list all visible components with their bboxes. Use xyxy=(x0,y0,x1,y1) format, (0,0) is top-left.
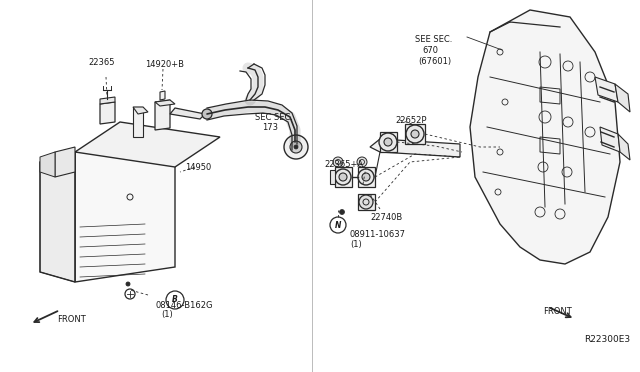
Polygon shape xyxy=(170,108,205,119)
Polygon shape xyxy=(370,139,460,157)
Circle shape xyxy=(357,157,367,167)
Polygon shape xyxy=(330,170,335,184)
Circle shape xyxy=(379,133,397,151)
Polygon shape xyxy=(335,167,352,187)
Polygon shape xyxy=(75,137,175,282)
Polygon shape xyxy=(380,132,397,152)
Text: 08911-10637: 08911-10637 xyxy=(350,230,406,238)
Circle shape xyxy=(411,130,419,138)
Circle shape xyxy=(333,157,343,167)
Text: 22365: 22365 xyxy=(88,58,115,67)
Circle shape xyxy=(358,169,374,185)
Text: 173: 173 xyxy=(262,122,278,131)
Text: R22300E3: R22300E3 xyxy=(584,335,630,344)
Polygon shape xyxy=(615,84,630,112)
Text: SEC SEC.: SEC SEC. xyxy=(255,112,293,122)
Circle shape xyxy=(294,145,298,149)
Polygon shape xyxy=(75,122,220,167)
Circle shape xyxy=(406,125,424,143)
Polygon shape xyxy=(358,194,375,210)
Polygon shape xyxy=(40,152,75,282)
Polygon shape xyxy=(155,100,175,106)
Circle shape xyxy=(362,173,370,181)
Circle shape xyxy=(330,217,346,233)
Polygon shape xyxy=(595,77,618,102)
Polygon shape xyxy=(133,107,143,137)
Polygon shape xyxy=(100,97,115,104)
Polygon shape xyxy=(40,152,55,177)
Circle shape xyxy=(290,141,302,153)
Circle shape xyxy=(284,135,308,159)
Circle shape xyxy=(359,195,373,209)
Polygon shape xyxy=(618,134,630,160)
Text: 14920+B: 14920+B xyxy=(145,60,184,68)
Circle shape xyxy=(125,289,135,299)
Circle shape xyxy=(339,173,347,181)
Text: 14950: 14950 xyxy=(185,163,211,171)
Circle shape xyxy=(166,291,184,309)
Polygon shape xyxy=(100,102,115,124)
Text: 22740B: 22740B xyxy=(370,212,403,221)
Circle shape xyxy=(384,138,392,146)
Text: 22652P: 22652P xyxy=(395,115,426,125)
Text: (1): (1) xyxy=(350,240,362,248)
Polygon shape xyxy=(470,10,620,264)
Text: 670: 670 xyxy=(422,45,438,55)
Polygon shape xyxy=(55,147,75,177)
Circle shape xyxy=(335,169,351,185)
Circle shape xyxy=(339,209,344,215)
Circle shape xyxy=(126,282,130,286)
Text: FRONT: FRONT xyxy=(543,308,572,317)
Polygon shape xyxy=(155,100,170,130)
Text: (67601): (67601) xyxy=(418,57,451,65)
Polygon shape xyxy=(160,91,165,100)
Polygon shape xyxy=(600,127,620,152)
Text: 22365+A: 22365+A xyxy=(324,160,363,169)
Text: SEE SEC.: SEE SEC. xyxy=(415,35,452,44)
Text: FRONT: FRONT xyxy=(57,315,86,324)
Polygon shape xyxy=(405,124,425,144)
Polygon shape xyxy=(358,167,375,187)
Text: 08146-B162G: 08146-B162G xyxy=(155,301,212,310)
Circle shape xyxy=(202,109,212,119)
Text: (1): (1) xyxy=(161,311,173,320)
Polygon shape xyxy=(133,107,148,114)
Text: N: N xyxy=(335,221,341,230)
Text: B: B xyxy=(172,295,178,305)
